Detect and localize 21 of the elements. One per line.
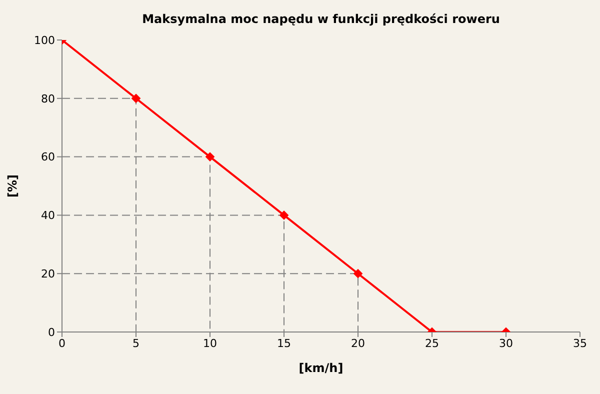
point — [206, 152, 214, 162]
x-tick-label: 35 — [573, 336, 587, 350]
y-tick-label: 60 — [41, 150, 55, 164]
y-tick-label: 80 — [41, 92, 55, 106]
x-tick-label: 15 — [277, 336, 291, 350]
y-tick-label: 0 — [48, 326, 55, 339]
x-tick-label: 30 — [499, 336, 513, 350]
y-tick-label: 40 — [41, 209, 55, 222]
point — [280, 210, 288, 220]
y-tick-label: 20 — [41, 268, 55, 281]
x-tick-label: 20 — [351, 336, 365, 350]
x-tick-label: 10 — [203, 336, 217, 350]
x-tick-label: 25 — [425, 336, 439, 350]
x-tick-label: 5 — [132, 336, 140, 350]
x-axis-title: [km/h] — [298, 361, 344, 375]
x-tick-label: 0 — [58, 336, 66, 350]
y-axis-title: [%] — [5, 174, 20, 198]
point — [354, 269, 362, 278]
y-tick-label: 100 — [34, 34, 55, 47]
chart-title: Maksymalna moc napędu w funkcji prędkości roweru — [141, 12, 501, 26]
point — [132, 94, 140, 103]
